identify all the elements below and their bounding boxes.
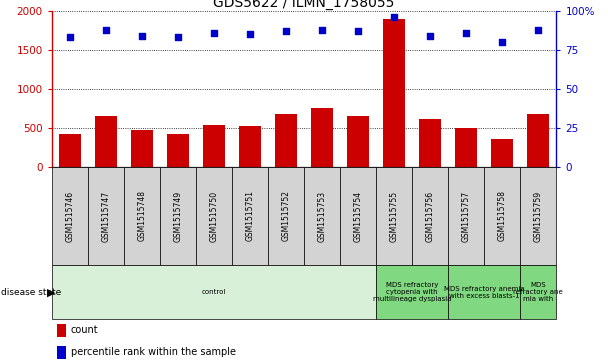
Point: [245, 31, 255, 37]
Point: [101, 27, 111, 33]
Text: GSM1515750: GSM1515750: [209, 191, 218, 241]
Text: GSM1515759: GSM1515759: [534, 191, 543, 241]
Point: [173, 34, 183, 40]
Point: [461, 30, 471, 36]
Text: control: control: [202, 289, 226, 295]
Bar: [491, 139, 513, 167]
FancyBboxPatch shape: [448, 265, 520, 319]
FancyBboxPatch shape: [376, 265, 448, 319]
FancyBboxPatch shape: [52, 167, 88, 265]
Text: GSM1515752: GSM1515752: [282, 191, 291, 241]
FancyBboxPatch shape: [484, 167, 520, 265]
FancyBboxPatch shape: [448, 167, 484, 265]
Point: [65, 34, 75, 40]
FancyBboxPatch shape: [520, 265, 556, 319]
Text: GSM1515747: GSM1515747: [102, 191, 110, 241]
Text: MDS refractory anemia
with excess blasts-1: MDS refractory anemia with excess blasts…: [444, 286, 525, 299]
Bar: [131, 130, 153, 167]
Text: GSM1515757: GSM1515757: [461, 191, 471, 241]
FancyBboxPatch shape: [124, 167, 160, 265]
FancyBboxPatch shape: [268, 167, 304, 265]
FancyBboxPatch shape: [376, 167, 412, 265]
Bar: [203, 125, 225, 167]
Bar: [383, 19, 405, 167]
Bar: [95, 116, 117, 167]
Text: GSM1515748: GSM1515748: [137, 191, 147, 241]
Bar: [57, 324, 66, 337]
FancyBboxPatch shape: [196, 167, 232, 265]
Text: MDS refractory
cytopenia with
multilineage dysplasia: MDS refractory cytopenia with multilinea…: [373, 282, 451, 302]
Bar: [59, 134, 80, 167]
Point: [281, 28, 291, 34]
FancyBboxPatch shape: [52, 265, 376, 319]
Point: [317, 27, 327, 33]
Point: [209, 30, 219, 36]
Bar: [239, 126, 261, 167]
Text: GSM1515753: GSM1515753: [317, 191, 326, 241]
FancyBboxPatch shape: [232, 167, 268, 265]
Text: GSM1515749: GSM1515749: [173, 191, 182, 241]
FancyBboxPatch shape: [160, 167, 196, 265]
Point: [353, 28, 363, 34]
Bar: [347, 116, 369, 167]
Text: MDS
refractory ane
mia with: MDS refractory ane mia with: [513, 282, 563, 302]
Bar: [167, 134, 188, 167]
Bar: [57, 346, 66, 359]
Point: [426, 33, 435, 39]
Text: count: count: [71, 325, 98, 335]
Bar: [455, 128, 477, 167]
Text: GSM1515756: GSM1515756: [426, 191, 435, 241]
Point: [533, 27, 543, 33]
Bar: [528, 114, 549, 167]
Text: disease state: disease state: [1, 288, 61, 297]
FancyBboxPatch shape: [520, 167, 556, 265]
Text: GSM1515754: GSM1515754: [354, 191, 362, 241]
Text: ▶: ▶: [47, 287, 56, 297]
FancyBboxPatch shape: [304, 167, 340, 265]
Point: [389, 14, 399, 20]
FancyBboxPatch shape: [340, 167, 376, 265]
Text: GSM1515758: GSM1515758: [498, 191, 506, 241]
Bar: [275, 114, 297, 167]
Title: GDS5622 / ILMN_1758055: GDS5622 / ILMN_1758055: [213, 0, 395, 10]
Bar: [311, 108, 333, 167]
Point: [497, 39, 507, 45]
Text: percentile rank within the sample: percentile rank within the sample: [71, 347, 236, 357]
Point: [137, 33, 147, 39]
Text: GSM1515755: GSM1515755: [390, 191, 399, 241]
FancyBboxPatch shape: [412, 167, 448, 265]
Text: GSM1515746: GSM1515746: [65, 191, 74, 241]
FancyBboxPatch shape: [88, 167, 124, 265]
Bar: [420, 119, 441, 167]
Text: GSM1515751: GSM1515751: [246, 191, 254, 241]
